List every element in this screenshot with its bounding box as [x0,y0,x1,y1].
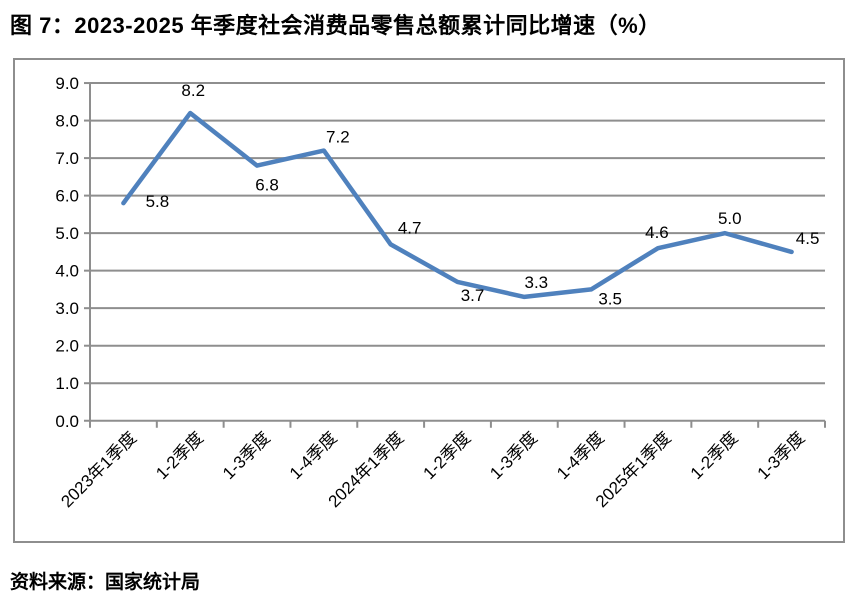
x-axis-label: 1-4季度 [286,428,341,483]
data-label: 4.7 [398,218,422,237]
data-label: 5.0 [718,209,742,228]
y-axis-label: 1.0 [55,374,79,393]
x-axis-label: 1-4季度 [553,428,608,483]
data-label: 3.3 [525,273,549,292]
y-axis-label: 2.0 [55,337,79,356]
y-axis-label: 7.0 [55,149,79,168]
data-label: 8.2 [181,81,205,100]
data-label: 4.6 [645,223,669,242]
y-axis-label: 9.0 [55,74,79,93]
data-label: 5.8 [146,192,170,211]
data-label: 3.5 [598,289,622,308]
data-label: 7.2 [326,128,350,147]
y-axis-label: 3.0 [55,299,79,318]
x-axis-label: 1-2季度 [420,428,475,483]
x-axis-label: 1-2季度 [152,428,207,483]
figure-title: 图 7：2023-2025 年季度社会消费品零售总额累计同比增速（%） [10,13,661,38]
x-axis-label: 1-3季度 [754,428,809,483]
data-label: 3.7 [461,286,485,305]
y-axis-label: 0.0 [55,412,79,431]
data-label: 6.8 [255,176,279,195]
series-line [121,110,794,300]
y-axis-label: 8.0 [55,112,79,131]
data-label: 4.5 [796,229,820,248]
chart-svg: 0.0 1.0 2.0 3.0 4.0 5.0 6.0 7.0 8.0 9.0 5.8 8.2 6.8 7… [55,74,826,511]
y-axis-label: 6.0 [55,187,79,206]
source-note: 资料来源：国家统计局 [10,572,201,593]
chart-frame: 0.0 1.0 2.0 3.0 4.0 5.0 6.0 7.0 8.0 9.0 5.8 8.2 6.8 7… [13,58,845,543]
x-axis-label: 1-3季度 [486,428,541,483]
y-axis-label: 4.0 [55,262,79,281]
x-axis-label: 2023年1季度 [57,428,140,511]
x-axis-label: 1-3季度 [219,428,274,483]
y-axis-label: 5.0 [55,224,79,243]
x-axis-label: 1-2季度 [687,428,742,483]
